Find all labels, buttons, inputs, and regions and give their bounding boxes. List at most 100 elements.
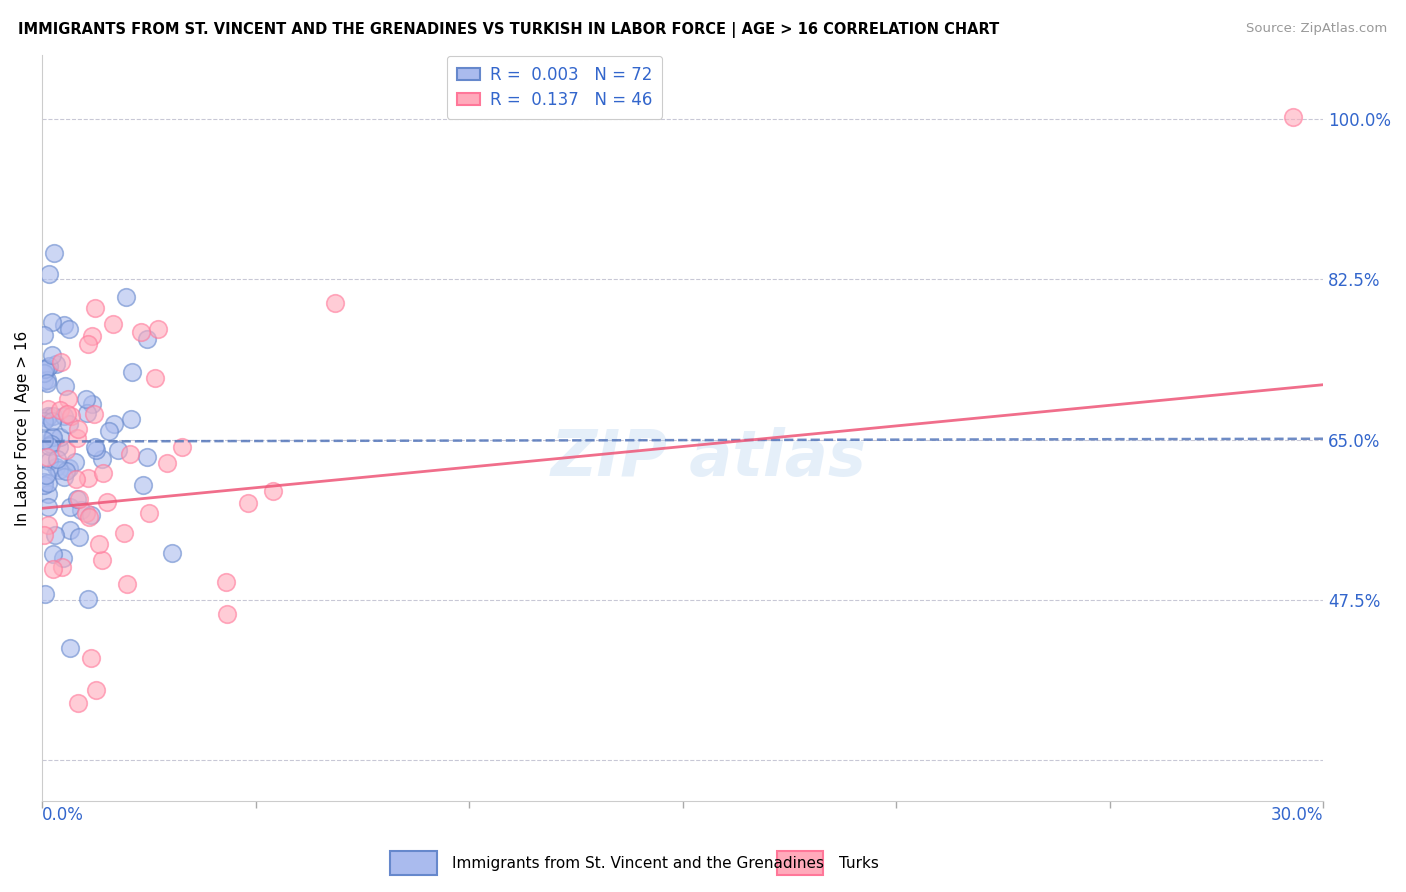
Point: [32, 366, 55, 380]
Point: [48, 463, 70, 477]
Point: [160, 546, 183, 560]
Point: [37, 402, 59, 417]
Point: [35, 373, 58, 387]
Point: [98, 424, 121, 438]
Point: [53, 470, 76, 484]
Point: [38, 359, 60, 373]
Point: [49, 430, 72, 444]
Point: [38, 454, 60, 468]
Point: [87, 536, 110, 550]
Point: [37, 476, 59, 491]
Point: [45, 452, 67, 467]
Point: [42, 562, 65, 576]
Point: [41, 348, 63, 362]
Point: [35, 467, 58, 482]
Point: [37, 517, 59, 532]
Point: [37, 487, 59, 501]
Point: [45, 357, 67, 371]
Point: [44, 528, 66, 542]
Point: [67, 491, 90, 506]
Point: [80, 328, 103, 343]
Point: [77, 470, 100, 484]
Point: [37, 411, 59, 425]
Point: [41, 316, 63, 330]
Point: [84, 683, 107, 698]
Point: [37, 409, 59, 423]
Text: ZIP atlas: ZIP atlas: [550, 427, 866, 489]
Point: [90, 553, 112, 567]
Point: [41, 430, 63, 444]
Point: [121, 365, 143, 379]
Text: IMMIGRANTS FROM ST. VINCENT AND THE GRENADINES VS TURKISH IN LABOR FORCE | AGE >: IMMIGRANTS FROM ST. VINCENT AND THE GREN…: [18, 22, 1000, 38]
Point: [45, 460, 67, 475]
Text: 0.0%: 0.0%: [42, 805, 84, 824]
Point: [32, 528, 55, 542]
Point: [79, 650, 101, 665]
Point: [32, 433, 55, 447]
Point: [34, 586, 56, 600]
Point: [66, 696, 89, 710]
Point: [51, 560, 73, 574]
Point: [107, 443, 129, 458]
Text: Immigrants from St. Vincent and the Grenadines: Immigrants from St. Vincent and the Gren…: [453, 855, 824, 871]
Point: [65, 472, 87, 486]
Point: [215, 607, 238, 621]
Point: [38, 267, 60, 281]
Point: [59, 641, 82, 656]
Point: [91, 451, 114, 466]
Point: [42, 245, 65, 260]
Point: [48, 440, 70, 454]
Point: [58, 461, 80, 475]
Point: [96, 494, 118, 508]
Point: [75, 392, 97, 406]
Point: [135, 332, 157, 346]
Point: [80, 397, 103, 411]
Point: [39, 437, 62, 451]
Point: [325, 296, 347, 310]
Point: [132, 478, 155, 492]
Point: [70, 502, 93, 516]
Point: [49, 355, 72, 369]
Point: [37, 450, 59, 464]
Point: [135, 450, 157, 464]
Point: [215, 574, 238, 589]
Point: [55, 378, 77, 392]
Point: [115, 577, 138, 591]
Point: [52, 409, 75, 424]
Legend: R =  0.003   N = 72, R =  0.137   N = 46: R = 0.003 N = 72, R = 0.137 N = 46: [447, 56, 662, 119]
Point: [58, 524, 80, 538]
Point: [262, 484, 284, 499]
Point: [42, 430, 65, 444]
Point: [170, 440, 193, 454]
Point: [55, 464, 77, 478]
Text: Source: ZipAtlas.com: Source: ZipAtlas.com: [1247, 22, 1388, 36]
Point: [48, 403, 70, 417]
Point: [114, 526, 136, 541]
FancyBboxPatch shape: [391, 851, 436, 875]
Text: Turks: Turks: [838, 855, 879, 871]
Point: [66, 431, 89, 445]
Point: [84, 442, 107, 457]
Point: [1282, 111, 1305, 125]
Point: [32, 475, 55, 489]
Point: [83, 408, 105, 422]
Point: [42, 547, 65, 561]
Point: [120, 411, 142, 425]
Point: [77, 337, 100, 351]
Point: [91, 466, 114, 480]
Point: [156, 456, 179, 470]
Point: [67, 530, 90, 544]
Point: [58, 322, 80, 336]
Point: [101, 317, 124, 331]
Point: [75, 506, 97, 520]
Point: [58, 392, 80, 406]
Point: [65, 491, 87, 506]
Point: [236, 496, 259, 510]
Point: [35, 376, 58, 390]
Point: [103, 417, 125, 431]
Point: [51, 551, 73, 566]
Point: [138, 507, 160, 521]
Point: [143, 371, 166, 385]
Point: [59, 500, 82, 515]
Point: [41, 414, 63, 428]
